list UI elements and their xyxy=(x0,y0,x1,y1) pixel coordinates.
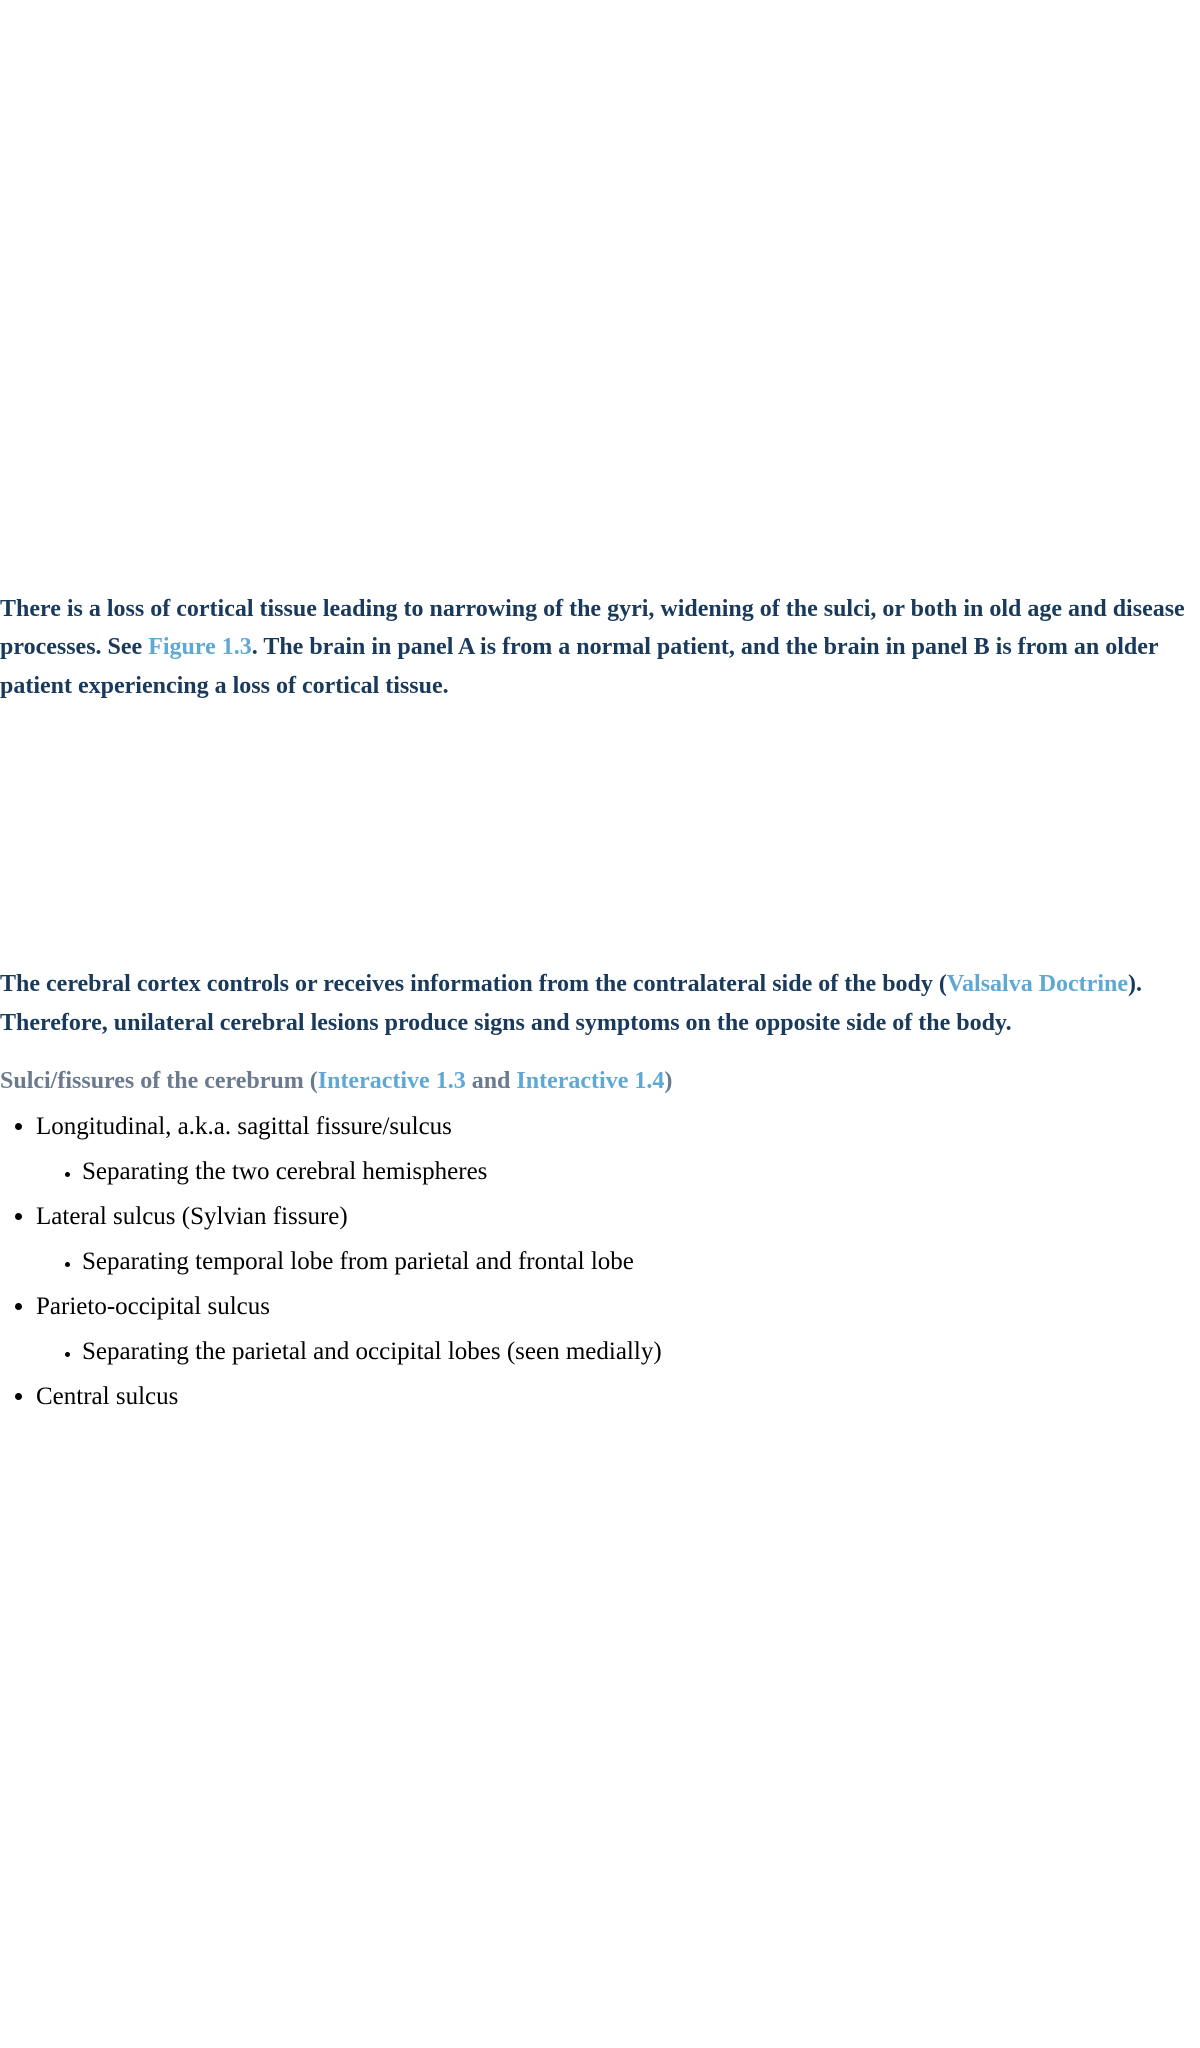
list-item-label: Parieto-occipital sulcus xyxy=(36,1293,270,1320)
list-item: Central sulcus xyxy=(36,1374,1200,1419)
subheading-before: Sulci/fissures of the cerebrum ( xyxy=(0,1068,318,1094)
sublist: Separating temporal lobe from parietal a… xyxy=(36,1239,1200,1284)
subheading-mid: and xyxy=(466,1068,517,1094)
sublist-item: Separating the two cerebral hemispheres xyxy=(82,1149,1200,1194)
sublist: Separating the parietal and occipital lo… xyxy=(36,1329,1200,1374)
mid-spacer xyxy=(0,725,1200,965)
list-item-label: Lateral sulcus (Sylvian fissure) xyxy=(36,1203,348,1230)
list-item: Longitudinal, a.k.a. sagittal fissure/su… xyxy=(36,1104,1200,1194)
list-item: Lateral sulcus (Sylvian fissure) Separat… xyxy=(36,1194,1200,1284)
list-item: Parieto-occipital sulcus Separating the … xyxy=(36,1284,1200,1374)
sulci-list: Longitudinal, a.k.a. sagittal fissure/su… xyxy=(0,1104,1200,1419)
sulci-subheading: Sulci/fissures of the cerebrum (Interact… xyxy=(0,1062,1200,1100)
top-spacer xyxy=(0,0,1200,590)
interactive-1-4-link[interactable]: Interactive 1.4 xyxy=(516,1068,664,1094)
sublist-item: Separating the parietal and occipital lo… xyxy=(82,1329,1200,1374)
paragraph-contralateral: The cerebral cortex controls or receives… xyxy=(0,965,1200,1042)
interactive-1-3-link[interactable]: Interactive 1.3 xyxy=(318,1068,466,1094)
subheading-after: ) xyxy=(664,1068,672,1094)
list-item-label: Central sulcus xyxy=(36,1383,178,1410)
sublist: Separating the two cerebral hemispheres xyxy=(36,1149,1200,1194)
para2-text-before: The cerebral cortex controls or receives… xyxy=(0,971,947,997)
document-content: There is a loss of cortical tissue leadi… xyxy=(0,0,1200,1419)
valsalva-link[interactable]: Valsalva Doctrine xyxy=(947,971,1128,997)
figure-link[interactable]: Figure 1.3 xyxy=(148,634,252,660)
paragraph-cortical-tissue: There is a loss of cortical tissue leadi… xyxy=(0,590,1200,705)
sublist-item: Separating temporal lobe from parietal a… xyxy=(82,1239,1200,1284)
list-item-label: Longitudinal, a.k.a. sagittal fissure/su… xyxy=(36,1113,452,1140)
